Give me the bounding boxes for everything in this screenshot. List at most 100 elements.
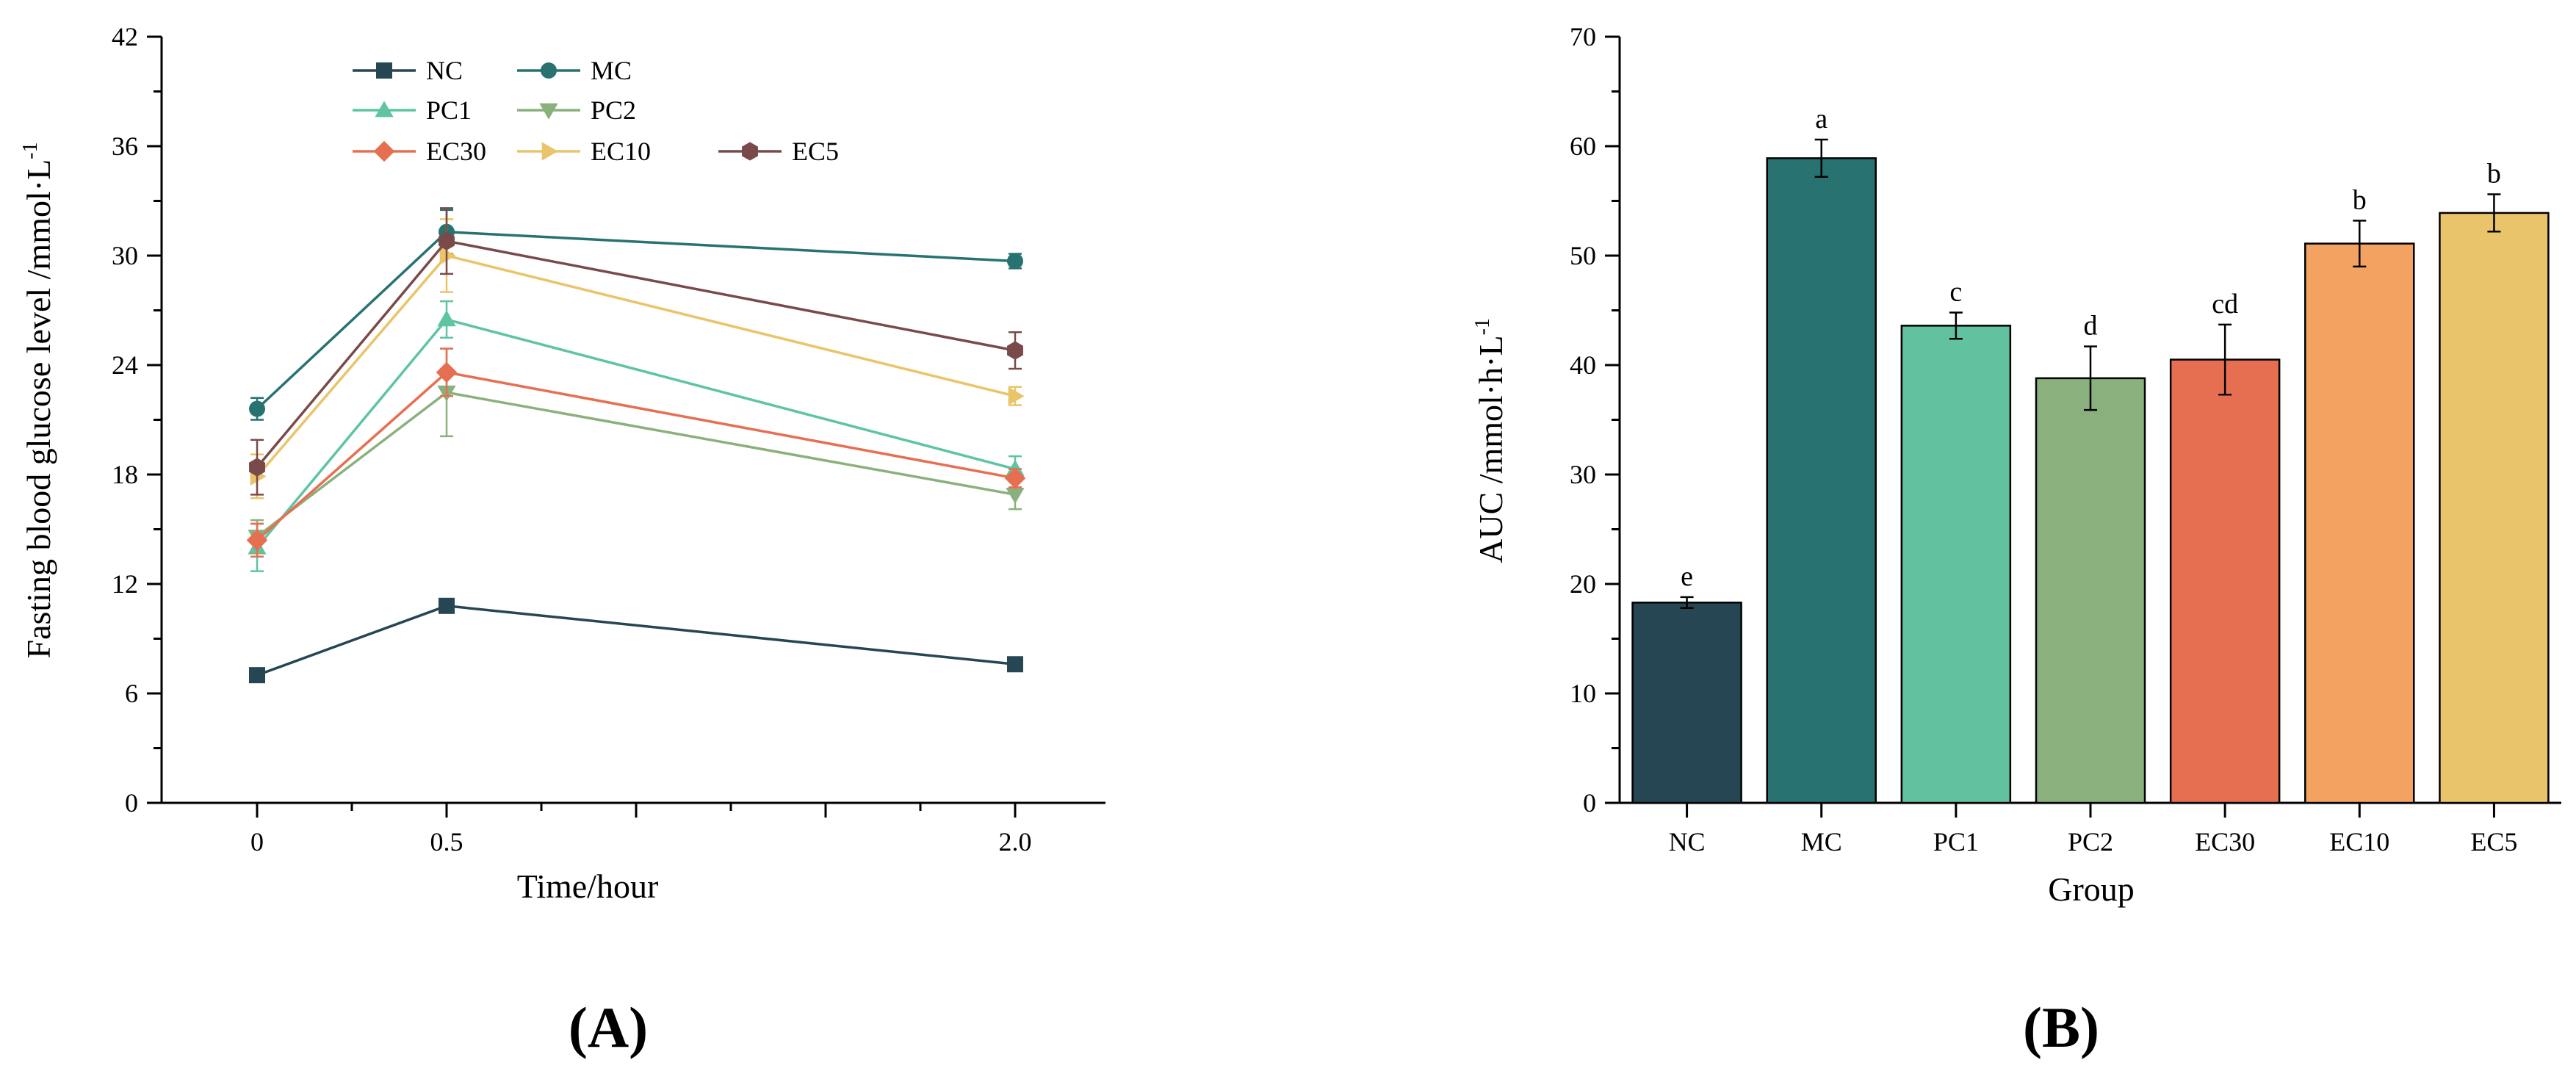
panel-b-label: (B): [2023, 995, 2099, 1059]
panel-b-bar-chart: 0 10 20 30 40 50 60 70 e NC a MC c PC1 d PC2 cd EC30 b EC1…: [1471, 22, 2561, 1059]
significance-letter: b: [2487, 159, 2501, 190]
panel-a-y-tick-label: 6: [125, 679, 138, 708]
series-pc1: [248, 300, 1025, 572]
panel-b-x-tick-label: NC: [1669, 827, 1706, 856]
panel-a-y-axis-label: Fasting blood glucose level /mmol·L-1: [19, 142, 57, 658]
legend-item-pc1[interactable]: PC1: [353, 95, 472, 125]
bar-mc: [1766, 157, 1877, 804]
panel-b-y-ticks: 0 10 20 30 40 50 60 70: [1570, 22, 1620, 818]
panel-a-y-axis-label-main: Fasting blood glucose level /mmol·L: [20, 159, 57, 659]
panel-b-y-tick-label: 50: [1570, 241, 1596, 270]
legend-item-mc[interactable]: MC: [517, 56, 632, 85]
panel-a-line-chart: 0 6 12 18 24 30 36 42 0 0.5 2.0 NC MC PC1 PC2 EC30 EC1…: [19, 22, 1105, 1059]
series-ec30: [246, 347, 1026, 558]
bar-group-nc: e NC: [1631, 561, 1742, 856]
bar-group-mc: a MC: [1766, 104, 1877, 856]
bar-ec5: [2439, 212, 2550, 804]
panel-a-y-tick-label: 0: [125, 788, 138, 818]
data-point-ec30: [1004, 467, 1026, 489]
legend-item-pc2[interactable]: PC2: [517, 95, 636, 125]
panel-b-y-axis-label: AUC /mmol·h·L-1: [1471, 318, 1509, 563]
significance-letter: a: [1815, 104, 1828, 134]
significance-letter: e: [1681, 561, 1693, 592]
panel-a-x-tick-label: 2.0: [999, 827, 1032, 856]
significance-letter: d: [2084, 311, 2098, 342]
panel-a-legend: NC MC PC1 PC2 EC30 EC10 EC5: [353, 56, 839, 166]
panel-b-y-axis-label-sup: -1: [1471, 318, 1494, 335]
bar-group-ec10: b EC10: [2304, 184, 2415, 856]
legend-label: MC: [591, 56, 632, 85]
series-line-pc1: [256, 317, 1016, 549]
legend-label: PC1: [426, 95, 472, 125]
legend-label: PC2: [591, 95, 636, 125]
significance-letter: c: [1949, 276, 1962, 307]
series-line-pc2: [256, 391, 1016, 538]
panel-a-y-tick-label: 24: [112, 350, 138, 380]
bar-nc: [1631, 602, 1742, 804]
data-point-mc: [249, 400, 265, 417]
panel-b-y-tick-label: 40: [1570, 350, 1596, 380]
data-point-pc1: [437, 310, 456, 327]
significance-letter: b: [2353, 184, 2367, 215]
legend-marker: [373, 140, 395, 162]
series-line-nc: [256, 605, 1016, 677]
panel-b-y-tick-label: 20: [1570, 569, 1596, 599]
legend-item-ec10[interactable]: EC10: [517, 137, 651, 166]
legend-marker: [376, 62, 392, 79]
panel-b-x-tick-label: PC2: [2068, 827, 2113, 856]
panel-b-x-tick-label: MC: [1801, 827, 1842, 856]
panel-a-y-ticks: 0 6 12 18 24 30 36 42: [112, 22, 162, 818]
panel-b-y-axis-label-main: AUC /mmol·h·L: [1472, 335, 1509, 563]
bar-ec10: [2304, 242, 2415, 804]
panel-b-y-tick-label: 60: [1570, 131, 1596, 161]
series-pc2: [248, 347, 1025, 555]
bar-group-pc2: d PC2: [2035, 311, 2146, 856]
legend-marker: [541, 62, 557, 79]
panel-a-series: [246, 207, 1026, 684]
legend-item-ec5[interactable]: EC5: [718, 137, 839, 166]
bar-group-ec5: b EC5: [2439, 159, 2550, 856]
panel-a-y-tick-label: 36: [112, 131, 138, 161]
data-point-ec5: [1007, 341, 1023, 360]
panel-b-bars: e NC a MC c PC1 d PC2 cd EC30 b EC10 b EC5: [1631, 104, 2550, 856]
panel-b-x-axis-label: Group: [2048, 870, 2135, 908]
legend-item-ec30[interactable]: EC30: [353, 137, 486, 166]
series-mc: [249, 209, 1023, 421]
panel-a-y-axis-label-sup: -1: [19, 142, 42, 159]
legend-marker: [539, 103, 558, 120]
bar-pc1: [1900, 325, 2012, 804]
data-point-mc: [1007, 253, 1023, 270]
panel-a-label: (A): [569, 995, 648, 1059]
data-point-nc: [1007, 656, 1023, 673]
data-point-pc2: [1006, 487, 1025, 504]
data-point-ec10: [439, 246, 456, 265]
data-point-ec5: [249, 458, 265, 477]
series-nc: [249, 597, 1023, 684]
panel-a-y-tick-label: 18: [112, 460, 138, 489]
series-line-ec30: [256, 371, 1016, 541]
legend-item-nc[interactable]: NC: [353, 56, 463, 85]
panel-b-x-tick-label: EC30: [2195, 827, 2255, 856]
bar-pc2: [2035, 377, 2146, 804]
panel-b-y-tick-label: 10: [1570, 679, 1596, 708]
legend-marker: [541, 142, 558, 161]
panel-a-y-tick-label: 12: [112, 569, 138, 599]
panel-b-y-tick-label: 30: [1570, 460, 1596, 489]
legend-label: EC10: [591, 137, 651, 166]
data-point-nc: [249, 667, 265, 684]
panel-b-x-tick-label: PC1: [1933, 827, 1979, 856]
panel-a-x-axis-label: Time/hour: [517, 868, 659, 905]
bar-group-pc1: c PC1: [1900, 276, 2012, 856]
series-line-mc: [256, 230, 1016, 410]
legend-label: EC5: [792, 137, 839, 166]
panel-a-x-tick-label: 0.5: [430, 827, 463, 856]
series-ec5: [249, 207, 1023, 496]
data-point-ec30: [246, 530, 268, 551]
panel-a-x-tick-label: 0: [250, 827, 264, 856]
data-point-ec10: [1008, 386, 1025, 405]
panel-a-y-tick-label: 42: [112, 22, 138, 51]
bar-ec30: [2169, 358, 2281, 804]
series-line-ec10: [256, 254, 1016, 477]
panel-b-x-tick-label: EC5: [2470, 827, 2517, 856]
